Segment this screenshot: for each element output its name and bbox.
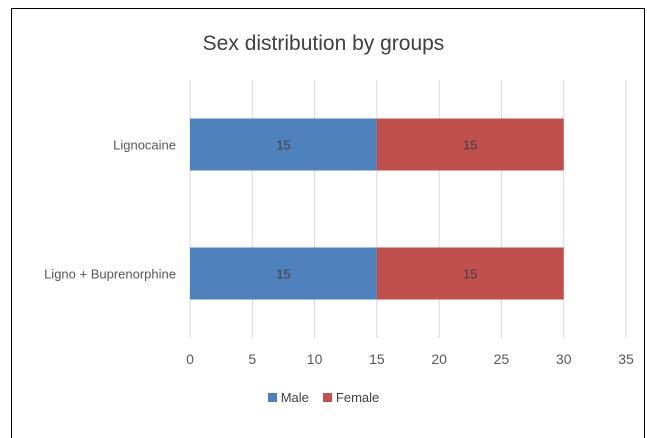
bar-male — [190, 118, 377, 171]
legend-item-female: Female — [322, 390, 380, 405]
legend-swatch — [322, 393, 332, 402]
chart-plot: 0 5 10 15 20 25 30 35 15 15 Lignocaine 15 15 Ligno + … — [44, 80, 634, 367]
category-label: Ligno + Buprenorphine — [44, 267, 176, 282]
data-label: 15 — [276, 138, 290, 153]
legend-item-male: Male — [267, 390, 309, 405]
chart-legend: Male Female — [0, 390, 647, 405]
chart-title: Sex distribution by groups — [202, 32, 445, 55]
data-label: 15 — [463, 267, 477, 282]
bar-female — [376, 118, 564, 171]
legend-swatch — [267, 393, 277, 402]
x-tick-label: 35 — [618, 351, 634, 367]
x-tick-label: 25 — [494, 351, 510, 367]
x-tick-label: 20 — [431, 351, 447, 367]
bar-female — [376, 247, 564, 300]
category-label: Lignocaine — [113, 138, 176, 153]
legend-label: Female — [335, 390, 380, 405]
data-label: 15 — [276, 267, 290, 282]
legend-label: Male — [280, 390, 309, 405]
bar-male — [190, 247, 377, 300]
x-tick-label: 10 — [307, 351, 323, 367]
data-label: 15 — [463, 138, 477, 153]
x-tick-label: 30 — [556, 351, 572, 367]
x-tick-label: 15 — [369, 351, 385, 367]
x-tick-label: 5 — [248, 351, 256, 367]
x-tick-label: 0 — [186, 351, 194, 367]
chart-frame — [11, 8, 645, 438]
